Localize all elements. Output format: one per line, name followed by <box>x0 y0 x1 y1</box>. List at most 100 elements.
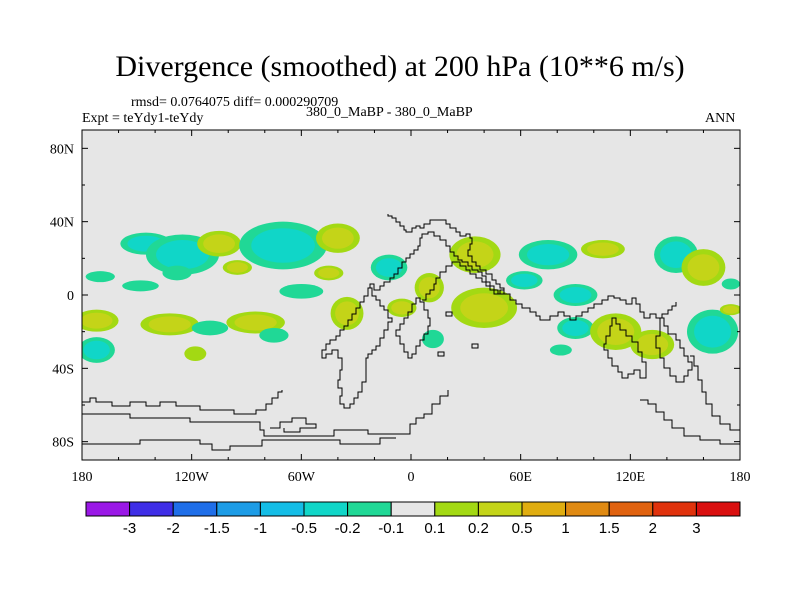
field-blob <box>421 329 444 349</box>
colorbar-label: 0.1 <box>424 520 445 537</box>
colorbar-label: 0.5 <box>512 520 533 537</box>
field-contour <box>335 301 359 326</box>
season-label: ANN <box>705 111 736 126</box>
field-contour <box>694 315 732 348</box>
x-tick-label: 180 <box>72 470 93 485</box>
field-blob <box>222 260 252 275</box>
case-label: 380_0_MaBP - 380_0_MaBP <box>306 105 473 120</box>
rmsd-label: rmsd= 0.0764075 diff= 0.000290709 <box>131 95 339 110</box>
field-contour <box>318 267 340 279</box>
y-axis-labels: 80N 40N 0 40S 80S <box>50 142 74 450</box>
field-blob <box>226 311 285 334</box>
field-contour <box>687 254 720 281</box>
coastline-antarctica-right <box>640 399 740 445</box>
coastlines <box>82 214 740 451</box>
coastline-south-america <box>321 287 393 409</box>
x-tick-label: 180 <box>730 470 751 485</box>
field-contour <box>184 346 207 361</box>
coastline-antarctica-inner <box>270 417 317 433</box>
colorbar-labels: -3 -2 -1.5 -1 -0.5 -0.2 -0.1 0.1 0.2 0.5 1 1.5 2 3 <box>123 520 701 537</box>
field-contour <box>421 329 444 349</box>
field-contour <box>721 278 740 290</box>
field-contour <box>559 287 592 303</box>
field-blob <box>686 309 739 354</box>
field-contour <box>259 328 289 343</box>
field-contour <box>526 244 570 266</box>
field-blob <box>719 304 740 316</box>
y-tick-label: 0 <box>67 289 74 304</box>
field-blob <box>557 317 594 339</box>
field-blob <box>506 271 543 290</box>
field-blob <box>553 284 598 306</box>
chart-title: Divergence (smoothed) at 200 hPa (10**6 … <box>115 50 685 83</box>
colorbar-label: -3 <box>123 520 136 537</box>
field-contour <box>587 242 619 256</box>
colorbar-swatch <box>608 501 654 517</box>
colorbar-swatch <box>347 501 392 517</box>
field-contour <box>83 340 110 360</box>
colorbar-label: 0.2 <box>468 520 489 537</box>
field-blob <box>82 309 119 332</box>
field-blob <box>314 265 344 281</box>
field-blob <box>414 273 444 303</box>
coastline-antarctica-mid <box>82 390 449 437</box>
x-tick-label: 120E <box>616 470 646 485</box>
field-contour <box>191 320 229 336</box>
coastline-africa <box>395 297 431 359</box>
coastline-antarctica-east <box>82 437 396 451</box>
colorbar-swatch <box>303 501 349 517</box>
field-blob <box>330 296 364 330</box>
field-contour <box>226 262 248 273</box>
field-blob <box>85 271 115 283</box>
colorbar-swatch <box>259 501 305 517</box>
y-tick-label: 40S <box>52 362 74 377</box>
axis-ticks <box>81 130 741 460</box>
x-tick-label: 0 <box>408 470 415 485</box>
field-contour <box>251 228 315 263</box>
colorbar-label: 3 <box>692 520 700 537</box>
field-blob <box>191 320 229 336</box>
colorbar-label: 1.5 <box>599 520 620 537</box>
colorbar-label: 2 <box>649 520 657 537</box>
field-contour <box>122 280 159 292</box>
colorbar-label: -0.5 <box>291 520 317 537</box>
field-blob <box>259 328 289 343</box>
colorbar-label: -0.1 <box>378 520 404 537</box>
field-contour <box>418 277 440 299</box>
colorbar-swatch <box>434 501 479 517</box>
y-tick-label: 40N <box>50 216 74 231</box>
field-contour <box>279 284 324 299</box>
x-tick-label: 60E <box>509 470 532 485</box>
field-contour <box>203 234 235 253</box>
field-blob <box>197 230 242 257</box>
coastline-east-islands <box>655 317 693 383</box>
colorbar-label: -2 <box>167 520 180 537</box>
field-blob <box>721 278 740 290</box>
colorbar-swatch <box>695 501 741 517</box>
field-blob <box>140 313 199 336</box>
coastline-island-1 <box>471 343 479 349</box>
colorbar-swatch <box>216 501 261 517</box>
field-blob <box>239 221 327 270</box>
divergence-field <box>82 221 740 363</box>
field-contour <box>321 227 354 249</box>
coastline-antarctica-west <box>82 390 283 415</box>
field-contour <box>391 301 413 315</box>
colorbar <box>85 501 741 517</box>
field-contour <box>234 314 277 331</box>
field-contour <box>456 241 494 268</box>
colorbar-label: -0.2 <box>335 520 361 537</box>
colorbar-swatch <box>652 501 697 517</box>
colorbar-swatch <box>521 501 567 517</box>
colorbar-label: -1.5 <box>204 520 230 537</box>
field-contour <box>85 271 115 283</box>
colorbar-swatch <box>565 501 610 517</box>
field-blob <box>580 240 625 259</box>
field-contour <box>375 258 403 277</box>
field-blob <box>315 223 360 253</box>
coastline-island-2 <box>437 351 445 357</box>
field-blob <box>162 265 192 281</box>
colorbar-label: -1 <box>254 520 267 537</box>
colorbar-swatch <box>390 501 436 517</box>
y-tick-label: 80S <box>52 436 74 451</box>
